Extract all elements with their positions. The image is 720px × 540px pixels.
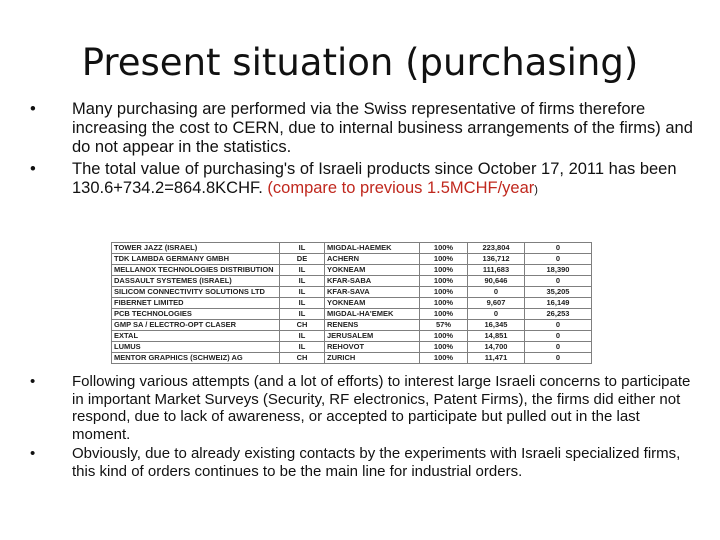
bullet-item: • Obviously, due to already existing con… xyxy=(30,445,702,480)
city-cell: ACHERN xyxy=(324,253,420,265)
bullet-marker: • xyxy=(30,373,36,390)
table-row: TDK LAMBDA GERMANY GMBH DE ACHERN 100% 136,7… xyxy=(111,253,592,265)
table-row: FIBERNET LIMITED IL YOKNEAM 100% 9,607 16,149 xyxy=(111,297,592,309)
company-cell: LUMUS xyxy=(111,341,280,353)
share-cell: 100% xyxy=(419,275,468,287)
bullet-marker: • xyxy=(30,445,36,462)
value-cell: 0 xyxy=(467,286,525,298)
city-cell: REHOVOT xyxy=(324,341,420,353)
company-cell: EXTAL xyxy=(111,330,280,342)
city-cell: KFAR-SABA xyxy=(324,275,420,287)
value-cell: 35,205 xyxy=(524,286,592,298)
share-cell: 100% xyxy=(419,242,468,254)
value-cell: 16,345 xyxy=(467,319,525,331)
city-cell: MIGDAL-HAEMEK xyxy=(324,242,420,254)
value-cell: 9,607 xyxy=(467,297,525,309)
value-cell: 16,149 xyxy=(524,297,592,309)
share-cell: 100% xyxy=(419,341,468,353)
company-cell: GMP SA / ELECTRO-OPT CLASER xyxy=(111,319,280,331)
table-row: MELLANOX TECHNOLOGIES DISTRIBUTION IL YOKN… xyxy=(111,264,592,276)
country-cell: IL xyxy=(279,341,325,353)
table-row: SILICOM CONNECTIVITY SOLUTIONS LTD IL KFAR… xyxy=(111,286,592,298)
country-cell: DE xyxy=(279,253,325,265)
value-cell: 14,700 xyxy=(467,341,525,353)
share-cell: 100% xyxy=(419,253,468,265)
value-cell: 0 xyxy=(524,330,592,342)
share-cell: 100% xyxy=(419,286,468,298)
closing-paren: ) xyxy=(534,184,538,196)
value-cell: 0 xyxy=(524,275,592,287)
company-cell: MENTOR GRAPHICS (SCHWEIZ) AG xyxy=(111,352,280,364)
value-cell: 11,471 xyxy=(467,352,525,364)
value-cell: 111,683 xyxy=(467,264,525,276)
slide-title: Present situation (purchasing) xyxy=(81,41,639,84)
table-row: LUMUS IL REHOVOT 100% 14,700 0 xyxy=(111,341,592,353)
bullet-marker: • xyxy=(30,100,36,118)
country-cell: IL xyxy=(279,264,325,276)
company-cell: SILICOM CONNECTIVITY SOLUTIONS LTD xyxy=(111,286,280,298)
value-cell: 18,390 xyxy=(524,264,592,276)
value-cell: 136,712 xyxy=(467,253,525,265)
purchasing-table: TOWER JAZZ (ISRAEL) IL MIGDAL-HAEMEK 100% 22… xyxy=(111,242,592,364)
company-cell: TOWER JAZZ (ISRAEL) xyxy=(111,242,280,254)
table-row: PCB TECHNOLOGIES IL MIGDAL-HA'EMEK 100% 0 26,… xyxy=(111,308,592,320)
bullet-text: Obviously, due to already existing conta… xyxy=(72,445,681,480)
city-cell: MIGDAL-HA'EMEK xyxy=(324,308,420,320)
value-cell: 223,804 xyxy=(467,242,525,254)
value-cell: 0 xyxy=(524,242,592,254)
bottom-bullet-list: • Following various attempts (and a lot … xyxy=(30,373,702,482)
city-cell: KFAR-SAVA xyxy=(324,286,420,298)
company-cell: FIBERNET LIMITED xyxy=(111,297,280,309)
bullet-item: • Many purchasing are performed via the … xyxy=(30,100,702,157)
share-cell: 57% xyxy=(419,319,468,331)
country-cell: IL xyxy=(279,286,325,298)
share-cell: 100% xyxy=(419,330,468,342)
city-cell: YOKNEAM xyxy=(324,297,420,309)
bullet-item: • The total value of purchasing's of Isr… xyxy=(30,160,702,200)
value-cell: 0 xyxy=(524,319,592,331)
country-cell: IL xyxy=(279,297,325,309)
top-bullet-list: • Many purchasing are performed via the … xyxy=(30,100,702,203)
share-cell: 100% xyxy=(419,264,468,276)
bullet-marker: • xyxy=(30,160,36,178)
table-row: TOWER JAZZ (ISRAEL) IL MIGDAL-HAEMEK 100% 22… xyxy=(111,242,592,254)
country-cell: CH xyxy=(279,352,325,364)
value-cell: 0 xyxy=(467,308,525,320)
value-cell: 26,253 xyxy=(524,308,592,320)
table-row: DASSAULT SYSTEMES (ISRAEL) IL KFAR-SABA 100… xyxy=(111,275,592,287)
bullet-item: • Following various attempts (and a lot … xyxy=(30,373,702,443)
city-cell: JERUSALEM xyxy=(324,330,420,342)
bullet-text: Following various attempts (and a lot of… xyxy=(72,373,691,443)
value-cell: 90,646 xyxy=(467,275,525,287)
country-cell: CH xyxy=(279,319,325,331)
share-cell: 100% xyxy=(419,352,468,364)
value-cell: 0 xyxy=(524,341,592,353)
value-cell: 0 xyxy=(524,253,592,265)
country-cell: IL xyxy=(279,330,325,342)
country-cell: IL xyxy=(279,308,325,320)
country-cell: IL xyxy=(279,275,325,287)
bullet-text: The total value of purchasing's of Israe… xyxy=(72,160,677,197)
company-cell: MELLANOX TECHNOLOGIES DISTRIBUTION xyxy=(111,264,280,276)
city-cell: YOKNEAM xyxy=(324,264,420,276)
table-row: GMP SA / ELECTRO-OPT CLASER CH RENENS 57% 16… xyxy=(111,319,592,331)
value-cell: 14,851 xyxy=(467,330,525,342)
purchasing-table-image: TOWER JAZZ (ISRAEL) IL MIGDAL-HAEMEK 100% 22… xyxy=(111,242,592,364)
value-cell: 0 xyxy=(524,352,592,364)
city-cell: RENENS xyxy=(324,319,420,331)
company-cell: DASSAULT SYSTEMES (ISRAEL) xyxy=(111,275,280,287)
country-cell: IL xyxy=(279,242,325,254)
company-cell: PCB TECHNOLOGIES xyxy=(111,308,280,320)
bullet-text: Many purchasing are performed via the Sw… xyxy=(72,100,693,156)
company-cell: TDK LAMBDA GERMANY GMBH xyxy=(111,253,280,265)
comparison-note: (compare to previous 1.5MCHF/year xyxy=(267,179,535,197)
share-cell: 100% xyxy=(419,297,468,309)
table-row: EXTAL IL JERUSALEM 100% 14,851 0 xyxy=(111,330,592,342)
city-cell: ZURICH xyxy=(324,352,420,364)
share-cell: 100% xyxy=(419,308,468,320)
table-row: MENTOR GRAPHICS (SCHWEIZ) AG CH ZURICH 100%… xyxy=(111,352,592,364)
